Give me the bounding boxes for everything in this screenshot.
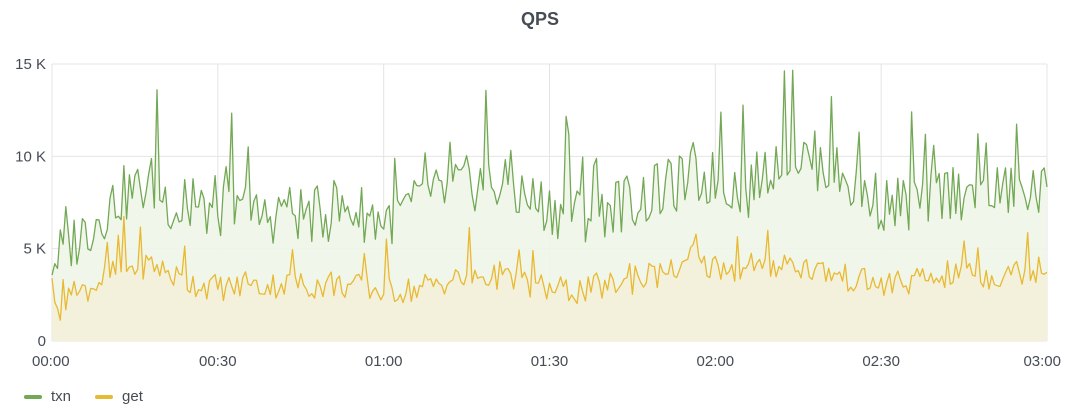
chart-plot: 0 5 K 10 K 15 K 00:00 00:30 01:00 01:30 02:00 02… xyxy=(15,56,1061,370)
chart-title: QPS xyxy=(520,9,559,29)
y-tick-label: 0 xyxy=(38,333,46,350)
legend-label-txn: txn xyxy=(51,388,72,405)
series-lines xyxy=(51,69,1048,321)
x-tick-label: 00:00 xyxy=(32,353,70,370)
series-line-get xyxy=(51,215,1048,321)
x-tick-label: 01:30 xyxy=(531,353,569,370)
y-axis: 0 5 K 10 K 15 K xyxy=(15,56,46,350)
series-line-txn xyxy=(51,69,1048,276)
legend: txn get xyxy=(24,388,143,405)
x-tick-label: 02:00 xyxy=(697,353,735,370)
series-area-get xyxy=(52,216,1047,341)
legend-swatch-txn xyxy=(24,394,42,399)
y-tick-label: 15 K xyxy=(15,56,46,73)
x-tick-label: 00:30 xyxy=(199,353,237,370)
x-tick-label: 02:30 xyxy=(862,353,900,370)
x-tick-label: 03:00 xyxy=(1023,353,1061,370)
legend-item-txn[interactable]: txn xyxy=(24,388,71,405)
x-tick-label: 01:00 xyxy=(365,353,403,370)
legend-swatch-get xyxy=(95,394,114,399)
legend-item-get[interactable]: get xyxy=(95,388,143,405)
legend-label-get: get xyxy=(122,388,143,405)
y-tick-label: 10 K xyxy=(15,148,46,165)
x-axis: 00:00 00:30 01:00 01:30 02:00 02:30 03:00 xyxy=(32,353,1061,370)
y-tick-label: 5 K xyxy=(23,241,46,258)
